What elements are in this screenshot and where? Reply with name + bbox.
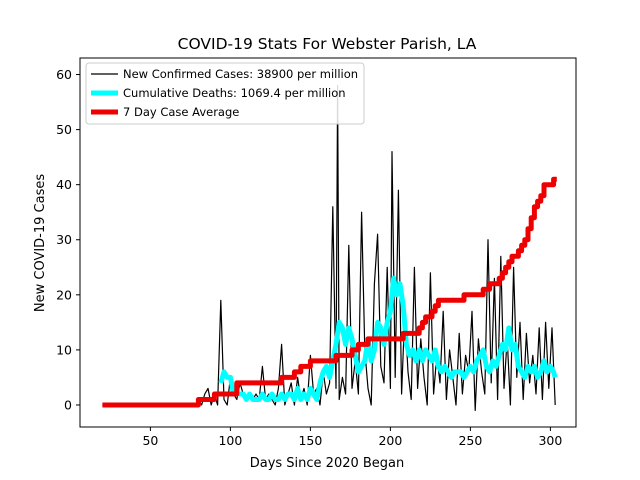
- legend-label-1: New Confirmed Cases: 38900 per million: [123, 67, 358, 81]
- x-tick-label: 150: [298, 433, 322, 448]
- y-axis-label: New COVID-19 Cases: [33, 174, 48, 312]
- series-line-2: [218, 275, 558, 402]
- series-layer: [102, 84, 558, 412]
- legend-label-2: Cumulative Deaths: 1069.4 per million: [123, 86, 346, 100]
- y-tick-label: 30: [56, 232, 72, 247]
- y-tick-label: 40: [56, 177, 72, 192]
- legend-box: [85, 62, 365, 125]
- chart-title: COVID-19 Stats For Webster Parish, LA: [178, 35, 477, 53]
- x-tick-label: 200: [378, 433, 402, 448]
- y-tick-label: 10: [56, 342, 72, 357]
- plot-frame: [79, 57, 577, 428]
- legend-label-3: 7 Day Case Average: [123, 105, 239, 119]
- x-axis: 50 100 150 200 250 300: [142, 427, 562, 448]
- series-line-3: [102, 176, 557, 408]
- y-tick-label: 60: [56, 67, 72, 82]
- y-axis: 0 10 20 30 40 50 60: [56, 67, 80, 412]
- legend: New Confirmed Cases: 38900 per million Cu…: [85, 62, 365, 125]
- x-tick-label: 300: [538, 433, 562, 448]
- y-tick-label: 50: [56, 122, 72, 137]
- x-axis-label: Days Since 2020 Began: [250, 456, 405, 471]
- y-tick-label: 20: [56, 287, 72, 302]
- x-tick-label: 50: [142, 433, 158, 448]
- x-tick-label: 250: [458, 433, 482, 448]
- x-tick-label: 100: [218, 433, 242, 448]
- y-tick-label: 0: [64, 397, 72, 412]
